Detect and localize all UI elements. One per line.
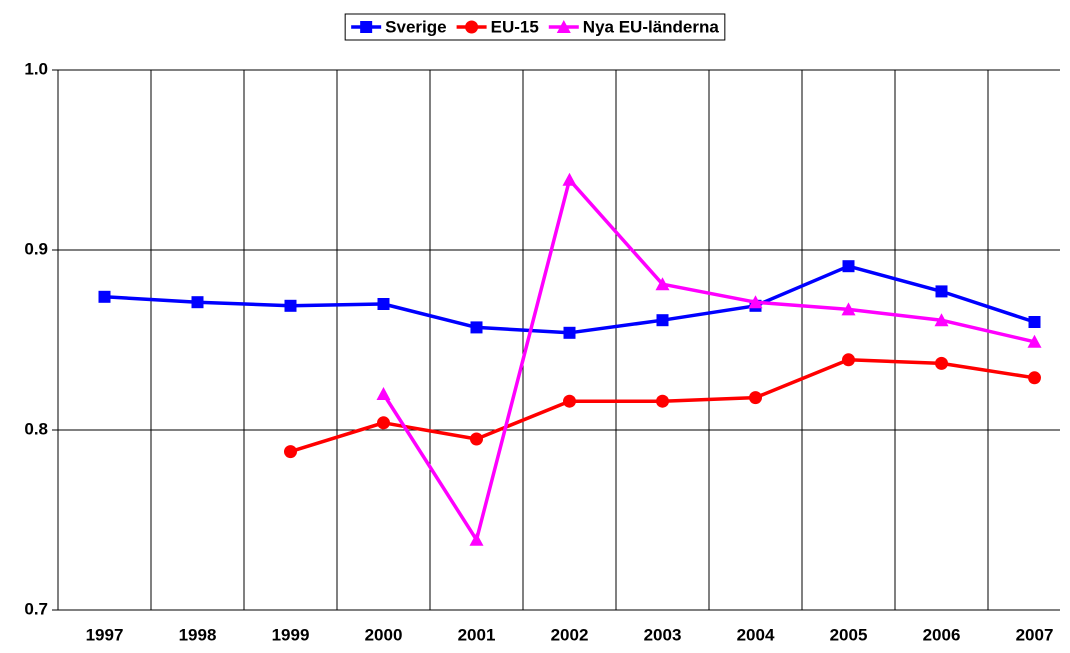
marker (360, 21, 373, 33)
marker (377, 416, 390, 430)
marker (191, 296, 204, 309)
marker (842, 353, 855, 367)
x-tick-label: 2000 (365, 625, 403, 644)
x-tick-label: 2005 (830, 625, 868, 644)
marker (562, 172, 577, 186)
marker (376, 387, 391, 400)
y-tick-label: 0.8 (24, 419, 48, 438)
legend-label: Nya EU-länderna (583, 17, 720, 36)
marker (284, 299, 297, 312)
y-tick-label: 0.9 (24, 239, 48, 258)
marker (935, 356, 948, 370)
marker (842, 260, 855, 273)
legend-item: EU-15 (456, 17, 539, 36)
marker (749, 391, 762, 405)
marker (934, 313, 949, 327)
x-tick-label: 1998 (179, 625, 217, 644)
x-tick-label: 1999 (272, 625, 310, 644)
x-tick-label: 2002 (551, 625, 589, 644)
series-line (382, 178, 1035, 542)
marker (470, 321, 483, 334)
marker (465, 20, 479, 34)
legend-item: Nya EU-länderna (548, 17, 720, 36)
marker (556, 20, 571, 33)
x-tick-label: 2006 (923, 625, 961, 644)
x-tick-label: 2001 (458, 625, 496, 644)
legend-label: Sverige (385, 17, 446, 36)
x-tick-label: 1997 (86, 625, 124, 644)
legend-item: Sverige (351, 17, 447, 36)
x-tick-label: 2003 (644, 625, 682, 644)
marker (656, 394, 669, 408)
marker (1027, 334, 1042, 348)
marker (563, 326, 576, 339)
marker (656, 314, 669, 327)
legend-label: EU-15 (491, 17, 539, 36)
marker (563, 394, 576, 408)
marker (841, 302, 856, 316)
marker (98, 290, 111, 303)
marker (1028, 316, 1041, 328)
marker (377, 298, 390, 310)
x-tick-label: 2007 (1016, 625, 1054, 644)
y-tick-label: 1.0 (24, 59, 48, 78)
y-tick-label: 0.7 (24, 599, 48, 618)
marker (284, 445, 297, 459)
legend: Sverige EU-15 Nya EU-länderna (344, 13, 726, 41)
marker (935, 285, 948, 298)
marker (1028, 371, 1041, 385)
marker (469, 532, 484, 546)
marker (655, 277, 670, 291)
marker (470, 432, 483, 446)
marker (748, 295, 763, 309)
x-tick-label: 2004 (737, 625, 775, 644)
legend-box (344, 13, 726, 41)
